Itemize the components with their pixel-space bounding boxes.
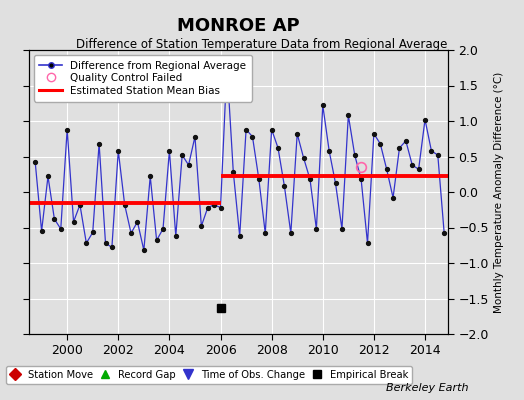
Text: Berkeley Earth: Berkeley Earth <box>387 383 469 393</box>
Legend: Station Move, Record Gap, Time of Obs. Change, Empirical Break: Station Move, Record Gap, Time of Obs. C… <box>6 366 412 384</box>
Title: MONROE AP: MONROE AP <box>177 16 300 34</box>
Y-axis label: Monthly Temperature Anomaly Difference (°C): Monthly Temperature Anomaly Difference (… <box>495 71 505 313</box>
Text: Difference of Station Temperature Data from Regional Average: Difference of Station Temperature Data f… <box>77 38 447 51</box>
